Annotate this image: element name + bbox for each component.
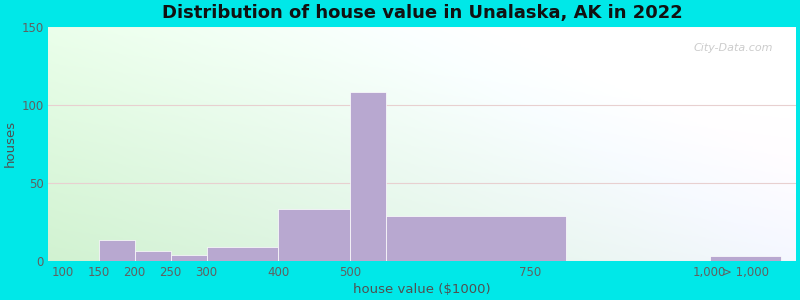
Title: Distribution of house value in Unalaska, AK in 2022: Distribution of house value in Unalaska,… [162,4,682,22]
Text: City-Data.com: City-Data.com [694,43,774,53]
Bar [170,255,206,261]
Bar [206,247,278,261]
Bar [386,215,566,261]
Bar [98,241,134,261]
Bar [134,251,170,261]
Bar [710,256,782,261]
Bar [350,92,386,261]
X-axis label: house value ($1000): house value ($1000) [354,283,491,296]
Bar [278,209,350,261]
Y-axis label: houses: houses [4,120,17,167]
